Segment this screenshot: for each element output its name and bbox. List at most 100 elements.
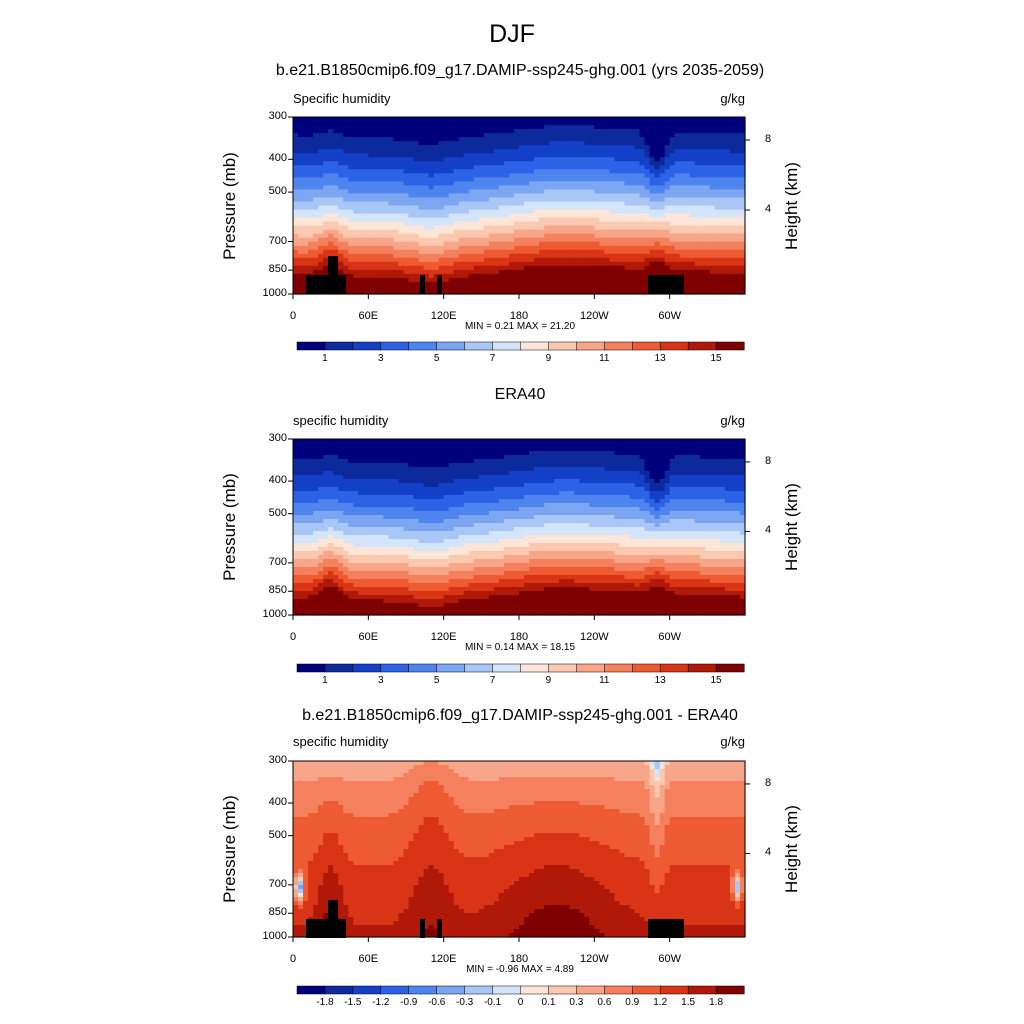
heatmap-cell [669, 479, 676, 484]
heatmap-cell [719, 173, 726, 178]
heatmap-cell [463, 129, 470, 134]
heatmap-cell [674, 253, 681, 259]
heatmap-cell [418, 479, 425, 484]
heatmap-cell [544, 137, 550, 142]
heatmap-cell [418, 261, 425, 267]
heatmap-cell [433, 273, 440, 279]
heatmap-cell [368, 201, 374, 207]
heatmap-cell [629, 245, 636, 251]
heatmap-cell [679, 185, 686, 191]
heatmap-cell [358, 149, 364, 154]
heatmap-cell [423, 229, 430, 235]
heatmap-cell [719, 209, 726, 215]
heatmap-cell [313, 185, 319, 191]
heatmap-cell [724, 229, 731, 235]
heatmap-cell [473, 269, 480, 275]
heatmap-cell [383, 463, 390, 468]
heatmap-cell [298, 193, 304, 199]
heatmap-cell [659, 189, 666, 195]
heatmap-cell [493, 451, 500, 456]
heatmap-cell [549, 285, 555, 291]
heatmap-cell [544, 281, 550, 287]
heatmap-cell [438, 149, 445, 154]
heatmap-cell [669, 149, 676, 154]
heatmap-cell [609, 241, 616, 247]
heatmap-cell [403, 117, 410, 122]
heatmap-cell [493, 467, 500, 472]
heatmap-cell [328, 197, 334, 203]
heatmap-cell [458, 277, 465, 283]
heatmap-cell [699, 157, 706, 162]
heatmap-cell [674, 125, 681, 130]
heatmap-cell [453, 233, 460, 239]
heatmap-cell [684, 245, 691, 251]
heatmap-cell [428, 205, 435, 211]
heatmap-cell [408, 225, 415, 231]
heatmap-cell [438, 169, 445, 174]
heatmap-cell [508, 471, 515, 476]
heatmap-cell [373, 197, 379, 203]
heatmap-cell [534, 261, 540, 267]
heatmap-cell [433, 265, 440, 271]
heatmap-cell [534, 289, 540, 295]
heatmap-cell [654, 479, 661, 484]
heatmap-cell [684, 141, 691, 146]
heatmap-cell [629, 261, 636, 267]
heatmap-cell [438, 261, 445, 267]
heatmap-cell [584, 185, 590, 191]
heatmap-cell [478, 471, 485, 476]
heatmap-cell [714, 261, 721, 267]
heatmap-cell [398, 217, 405, 223]
heatmap-cell [714, 205, 721, 211]
heatmap-cell [654, 245, 661, 251]
heatmap-cell [674, 443, 681, 448]
heatmap-cell [709, 185, 716, 191]
heatmap-cell [303, 249, 309, 255]
heatmap-cell [714, 173, 721, 178]
heatmap-cell [624, 285, 631, 291]
heatmap-cell [398, 125, 405, 130]
heatmap-cell [298, 173, 304, 178]
heatmap-cell [303, 141, 309, 146]
heatmap-cell [604, 241, 610, 247]
heatmap-cell [328, 245, 334, 251]
heatmap-cell [378, 169, 384, 174]
heatmap-cell [488, 233, 495, 239]
heatmap-cell [659, 133, 666, 138]
heatmap-cell [483, 249, 490, 255]
heatmap-cell [664, 153, 671, 158]
heatmap-cell [343, 467, 349, 472]
heatmap-cell [458, 261, 465, 267]
heatmap-cell [413, 129, 420, 134]
heatmap-cell [293, 451, 299, 456]
heatmap-cell [649, 121, 656, 126]
heatmap-cell [559, 463, 565, 468]
heatmap-cell [323, 153, 329, 158]
heatmap-cell [734, 205, 741, 211]
heatmap-cell [629, 141, 636, 146]
heatmap-cell [549, 185, 555, 191]
heatmap-cell [388, 249, 395, 255]
heatmap-cell [338, 225, 344, 231]
heatmap-cell [544, 133, 550, 138]
heatmap-cell [458, 463, 465, 468]
heatmap-cell [704, 269, 711, 275]
heatmap-cell [313, 249, 319, 255]
heatmap-cell [458, 209, 465, 215]
heatmap-cell [348, 455, 354, 460]
heatmap-cell [293, 467, 299, 472]
heatmap-cell [549, 117, 555, 122]
heatmap-cell [378, 447, 384, 452]
heatmap-cell [438, 455, 445, 460]
heatmap-cell [403, 149, 410, 154]
heatmap-cell [684, 197, 691, 203]
heatmap-cell [539, 181, 545, 186]
heatmap-cell [739, 471, 746, 476]
heatmap-cell [508, 133, 515, 138]
heatmap-cell [669, 269, 676, 275]
heatmap-cell [418, 177, 425, 182]
heatmap-cell [729, 129, 736, 134]
heatmap-cell [694, 285, 701, 291]
heatmap-cell [609, 273, 616, 279]
heatmap-cell [433, 245, 440, 251]
